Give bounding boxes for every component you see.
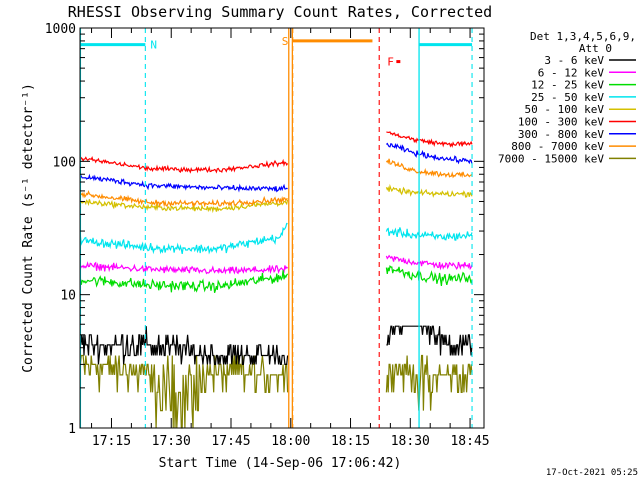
trace-segment <box>79 270 289 293</box>
x-tick-label: 17:45 <box>211 434 250 449</box>
legend-entry-label: 50 - 100 keV <box>525 103 605 116</box>
trace-segment <box>79 326 289 365</box>
trace-segment <box>385 227 473 241</box>
legend-header: Det 1,3,4,5,6,9, <box>530 30 636 43</box>
trace-25-50-kev <box>79 222 473 255</box>
legend-header: Att 0 <box>579 42 612 55</box>
trace-3-6-kev <box>79 325 473 365</box>
x-tick-label: 18:30 <box>391 434 430 449</box>
x-tick-label: 18:45 <box>450 434 489 449</box>
trace-segment <box>79 261 289 275</box>
trace-segment <box>79 173 288 193</box>
x-tick-label: 18:00 <box>271 434 310 449</box>
flag-label: N <box>150 39 157 52</box>
trace-300-800-kev <box>79 142 473 193</box>
x-tick-label: 18:15 <box>331 434 370 449</box>
y-tick-label: 100 <box>53 155 76 170</box>
y-tick-label: 1 <box>68 422 76 437</box>
trace-segment <box>386 142 473 165</box>
y-axis-label: Corrected Count Rate (s⁻¹ detector⁻¹) <box>21 83 36 373</box>
footer-timestamp: 17-Oct-2021 05:25 <box>546 468 638 478</box>
x-tick-label: 17:30 <box>152 434 191 449</box>
trace-segment <box>385 183 473 198</box>
legend-entry-label: 6 - 12 keV <box>538 66 605 79</box>
legend-entry-label: 12 - 25 keV <box>531 79 604 92</box>
trace-6-12-kev <box>79 254 473 275</box>
trace-segment <box>385 158 473 179</box>
legend-entry-label: 800 - 7000 keV <box>511 140 604 153</box>
flag-label: S <box>282 35 289 48</box>
legend-entry-label: 3 - 6 keV <box>544 54 604 67</box>
trace-12-25-kev <box>79 264 473 293</box>
y-tick-label: 10 <box>60 289 76 304</box>
trace-segment <box>79 222 288 255</box>
series-traces <box>79 131 473 429</box>
flag-label: F <box>387 56 394 69</box>
x-axis-label: Start Time (14-Sep-06 17:06:42) <box>159 456 402 471</box>
legend-entry-label: 100 - 300 keV <box>518 116 604 129</box>
trace-segment <box>385 264 473 286</box>
trace-segment <box>386 325 473 356</box>
x-tick-label: 17:15 <box>92 434 131 449</box>
chart-title: RHESSI Observing Summary Count Rates, Co… <box>68 3 492 21</box>
trace-100-300-kev <box>79 131 473 174</box>
trace-segment <box>79 155 289 174</box>
y-tick-label: 1000 <box>45 22 76 37</box>
trace-segment <box>386 131 473 148</box>
plot-frame <box>79 27 485 429</box>
trace-segment <box>385 254 473 271</box>
legend-entry-label: 300 - 800 keV <box>518 128 604 141</box>
legend-entry-label: 25 - 50 keV <box>531 91 604 104</box>
trace-segment <box>385 354 473 411</box>
axes: 1 10 100 1000 17:15 17:30 17:45 18:00 18:15 18:30… <box>45 22 490 449</box>
trace-segment <box>80 190 288 208</box>
legend-entry-label: 7000 - 15000 keV <box>498 152 604 165</box>
trace-800-7000-kev <box>80 158 473 208</box>
